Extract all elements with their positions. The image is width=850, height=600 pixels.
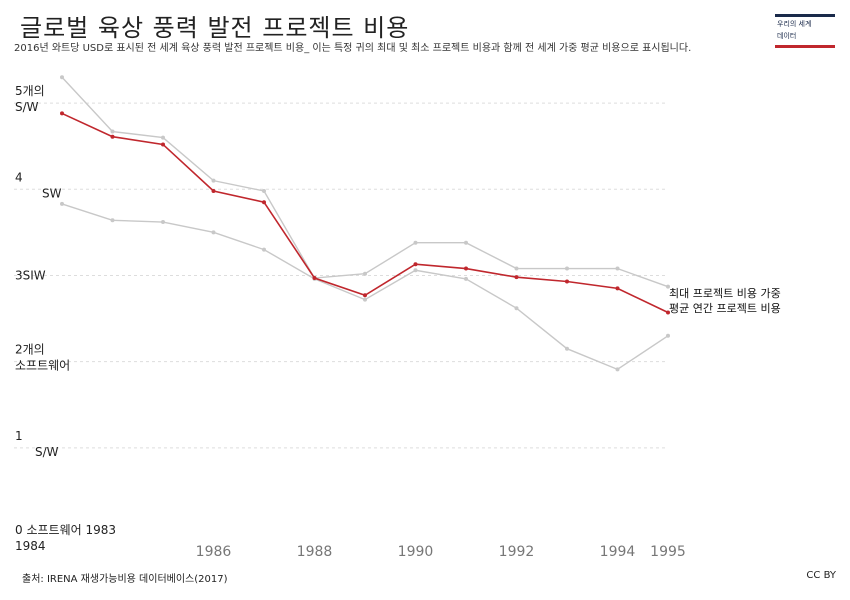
x-axis-labels: 1986 1988 1990 1992 1994 1995 bbox=[196, 544, 686, 560]
data-point-min[interactable] bbox=[363, 297, 367, 302]
series-line-weighted-average[interactable] bbox=[61, 112, 669, 314]
data-point-weighted-average[interactable] bbox=[666, 310, 670, 315]
license-label[interactable]: CC BY bbox=[806, 570, 836, 581]
data-point-max[interactable] bbox=[60, 75, 64, 80]
y-tick-label: 1 bbox=[15, 429, 23, 443]
data-point-weighted-average[interactable] bbox=[565, 279, 569, 284]
x-tick-label: 1986 bbox=[196, 544, 232, 560]
data-point-min[interactable] bbox=[161, 220, 165, 225]
series-annotation: 최대 프로젝트 비용 가중 bbox=[669, 287, 781, 300]
owid-logo[interactable]: 우리의 세계 데이터 bbox=[775, 14, 835, 48]
series-annotation: 평균 연간 프로젝트 비용 bbox=[669, 302, 781, 315]
data-point-min[interactable] bbox=[666, 333, 670, 338]
data-point-weighted-average[interactable] bbox=[110, 134, 115, 139]
data-point-weighted-average[interactable] bbox=[211, 188, 216, 193]
data-point-max[interactable] bbox=[211, 178, 216, 183]
x-tick-label: 1990 bbox=[398, 544, 434, 560]
data-point-weighted-average[interactable] bbox=[514, 275, 519, 280]
y-tick-label: S/W bbox=[35, 445, 59, 459]
data-point-max[interactable] bbox=[262, 188, 266, 193]
data-point-weighted-average[interactable] bbox=[363, 293, 367, 298]
x-tick-label: 1994 bbox=[600, 544, 636, 560]
data-point-min[interactable] bbox=[110, 218, 115, 223]
data-point-weighted-average[interactable] bbox=[262, 200, 266, 205]
y-tick-label: 소프트웨어 bbox=[15, 359, 70, 373]
data-point-weighted-average[interactable] bbox=[60, 111, 64, 116]
data-point-min[interactable] bbox=[60, 201, 64, 206]
series-line-min[interactable] bbox=[61, 203, 669, 371]
data-point-max[interactable] bbox=[615, 266, 620, 271]
y-tick-label: S/W bbox=[15, 100, 39, 114]
logo-line-2: 데이터 bbox=[777, 32, 797, 40]
data-point-weighted-average[interactable] bbox=[464, 266, 468, 271]
y-tick-label: 0 소프트웨어 1983 bbox=[15, 523, 116, 537]
chart-subtitle: 2016년 와트당 USD로 표시된 전 세계 육상 풍력 발전 프로젝트 비용… bbox=[14, 43, 692, 54]
data-point-max[interactable] bbox=[110, 129, 115, 134]
data-point-min[interactable] bbox=[464, 276, 468, 281]
data-point-weighted-average[interactable] bbox=[161, 142, 165, 147]
y-tick-label: 4 bbox=[15, 170, 23, 184]
data-point-min[interactable] bbox=[262, 247, 266, 252]
data-point-weighted-average[interactable] bbox=[615, 286, 620, 291]
data-point-max[interactable] bbox=[666, 284, 670, 289]
data-point-min[interactable] bbox=[615, 367, 620, 372]
data-point-max[interactable] bbox=[565, 266, 569, 271]
x-tick-label: 1988 bbox=[297, 544, 333, 560]
data-point-max[interactable] bbox=[413, 240, 418, 245]
y-tick-label: 5개의 bbox=[15, 84, 45, 98]
data-point-max[interactable] bbox=[363, 271, 367, 276]
data-point-weighted-average[interactable] bbox=[413, 262, 418, 267]
data-point-min[interactable] bbox=[565, 346, 569, 351]
source-note[interactable]: 출처: IRENA 재생가능비용 데이터베이스(2017) bbox=[22, 574, 228, 585]
y-tick-label: 3SIW bbox=[15, 268, 46, 282]
series-line-max[interactable] bbox=[61, 76, 669, 288]
data-point-max[interactable] bbox=[161, 135, 165, 140]
data-point-min[interactable] bbox=[211, 230, 216, 235]
data-point-min[interactable] bbox=[514, 306, 519, 311]
x-tick-label: 1992 bbox=[499, 544, 535, 560]
chart-title: 글로벌 육상 풍력 발전 프로젝트 비용 bbox=[20, 14, 410, 42]
y-tick-label: SW bbox=[42, 186, 62, 200]
y-tick-label: 2개의 bbox=[15, 343, 45, 357]
data-point-min[interactable] bbox=[413, 268, 418, 273]
series-lines bbox=[60, 75, 670, 372]
x-tick-label: 1995 bbox=[650, 544, 686, 560]
data-point-weighted-average[interactable] bbox=[312, 276, 317, 281]
data-point-max[interactable] bbox=[464, 240, 468, 245]
y-tick-label: 1984 bbox=[15, 539, 46, 553]
data-point-max[interactable] bbox=[514, 266, 519, 271]
logo-line-1: 우리의 세계 bbox=[777, 20, 812, 28]
